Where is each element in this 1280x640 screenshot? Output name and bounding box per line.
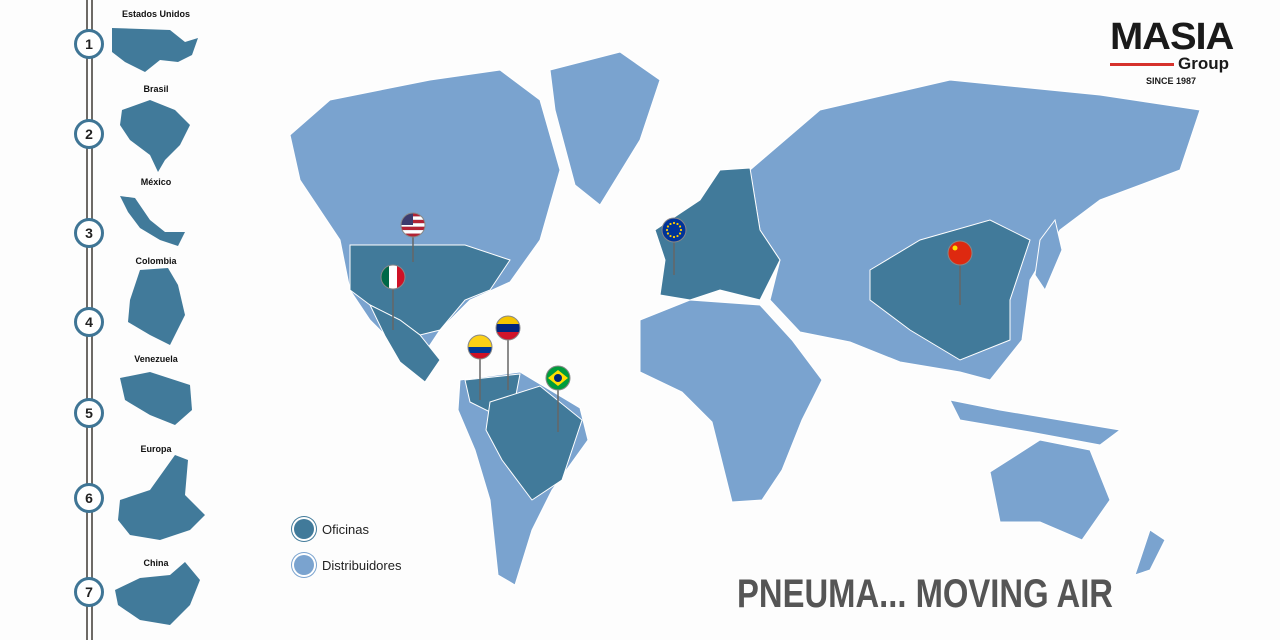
china-flag-icon: [948, 241, 972, 265]
country-label: Venezuela: [134, 354, 178, 364]
step-3: 3: [74, 218, 104, 248]
mexico-flag-icon: [381, 265, 405, 289]
europe-silhouette: [118, 455, 205, 540]
japan: [1034, 218, 1063, 292]
africa: [639, 299, 823, 503]
venezuela-flag-icon: [496, 316, 520, 340]
country-label: México: [140, 177, 172, 187]
country-label: China: [143, 558, 169, 568]
china-silhouette: [115, 562, 200, 625]
mexico-pin[interactable]: [380, 264, 406, 330]
colombia-flag-icon: [468, 335, 492, 359]
usa-flag-icon: [401, 213, 425, 237]
legend-label: Distribuidores: [322, 557, 402, 573]
country-label: Estados Unidos: [121, 9, 190, 19]
mexico-silhouette: [120, 196, 185, 246]
step-1: 1: [74, 29, 104, 59]
brazil-pin[interactable]: [545, 365, 571, 432]
usa-pin[interactable]: [400, 212, 426, 262]
indonesia: [949, 399, 1122, 446]
distributors-swatch: [294, 555, 314, 575]
country-label: Brasil: [143, 84, 169, 94]
new-zealand: [1134, 529, 1166, 576]
step-5: 5: [74, 398, 104, 428]
australia: [989, 439, 1111, 541]
europe-office: [654, 167, 781, 301]
venezuela-pin[interactable]: [495, 315, 521, 390]
logo-since: SINCE 1987: [1146, 76, 1197, 86]
legend-offices: Oficinas: [294, 519, 369, 539]
brazil-silhouette: [120, 100, 190, 172]
china-pin[interactable]: [947, 240, 973, 305]
slogan: PNEUMA... MOVING AIR: [737, 572, 1114, 616]
venezuela-silhouette: [120, 372, 192, 425]
logo-bar: [1110, 62, 1174, 66]
legend-distributors: Distribuidores: [294, 555, 401, 575]
colombia-silhouette: [128, 268, 185, 345]
country-label: Europa: [140, 444, 172, 454]
logo-name: MASIA: [1110, 16, 1234, 58]
eu-flag-icon: [662, 218, 686, 242]
step-4: 4: [74, 307, 104, 337]
legend-label: Oficinas: [322, 521, 369, 537]
offices-swatch: [294, 519, 314, 539]
country-label: Colombia: [135, 256, 177, 266]
mexico-office: [368, 303, 441, 383]
step-6: 6: [74, 483, 104, 513]
usa-silhouette: [112, 28, 198, 72]
logo-sub: Group: [1178, 54, 1229, 73]
china-office: [869, 219, 1031, 361]
eu-pin[interactable]: [661, 217, 687, 275]
brazil-flag-icon: [546, 366, 570, 390]
greenland: [549, 51, 661, 206]
masia-logo: MASIA Group SINCE 1987: [1110, 18, 1245, 86]
colombia-pin[interactable]: [467, 334, 493, 400]
step-2: 2: [74, 119, 104, 149]
step-7: 7: [74, 577, 104, 607]
